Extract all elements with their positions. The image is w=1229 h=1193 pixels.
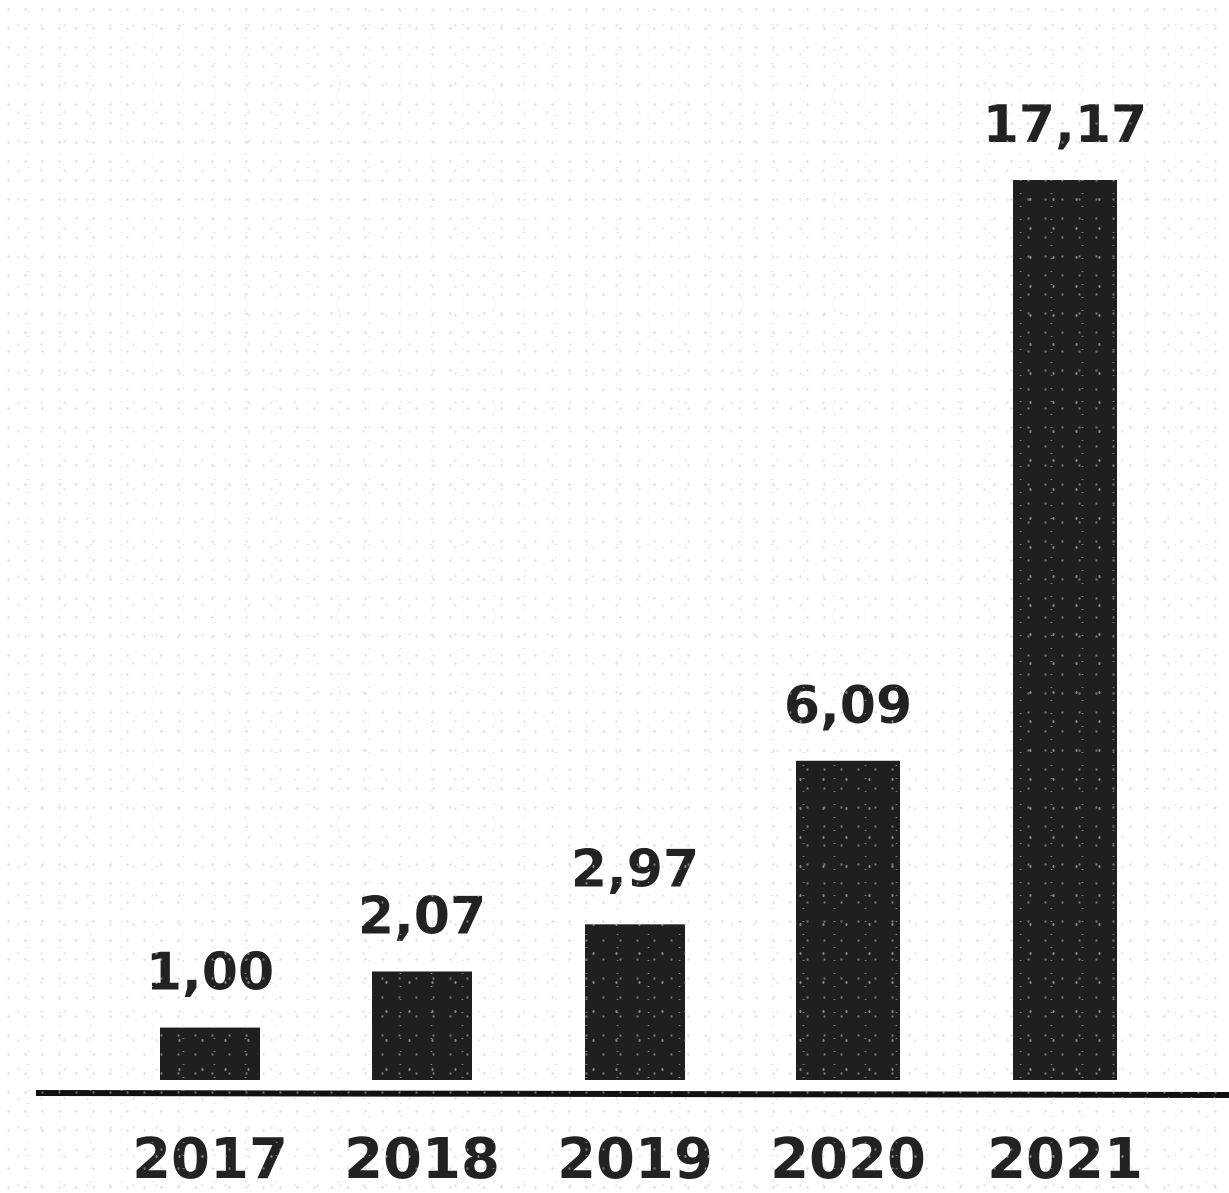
x-axis-line (35, 1090, 1229, 1098)
bars-group (160, 180, 1117, 1080)
x-tick-label-2020: 2020 (770, 1127, 926, 1189)
bar-2018 (372, 971, 472, 1080)
x-tick-label-2018: 2018 (344, 1127, 500, 1189)
value-label-2021: 17,17 (983, 95, 1147, 155)
x-tick-label-2021: 2021 (987, 1127, 1143, 1189)
x-tick-labels-group: 2017 2018 2019 2020 2021 (132, 1127, 1143, 1192)
value-labels-group: 1,00 2,07 2,97 6,09 17,17 (146, 95, 1147, 1003)
value-label-2018: 2,07 (358, 886, 486, 946)
bar-2017 (160, 1027, 260, 1080)
x-tick-label-2017: 2017 (132, 1127, 288, 1189)
x-tick-label-2019: 2019 (557, 1127, 713, 1189)
value-label-2019: 2,97 (571, 839, 699, 899)
value-label-2020: 6,09 (784, 676, 912, 736)
bar-2019 (585, 924, 685, 1080)
bar-2020 (796, 760, 900, 1080)
value-label-2017: 1,00 (146, 943, 274, 1003)
bar-2021 (1013, 180, 1117, 1080)
